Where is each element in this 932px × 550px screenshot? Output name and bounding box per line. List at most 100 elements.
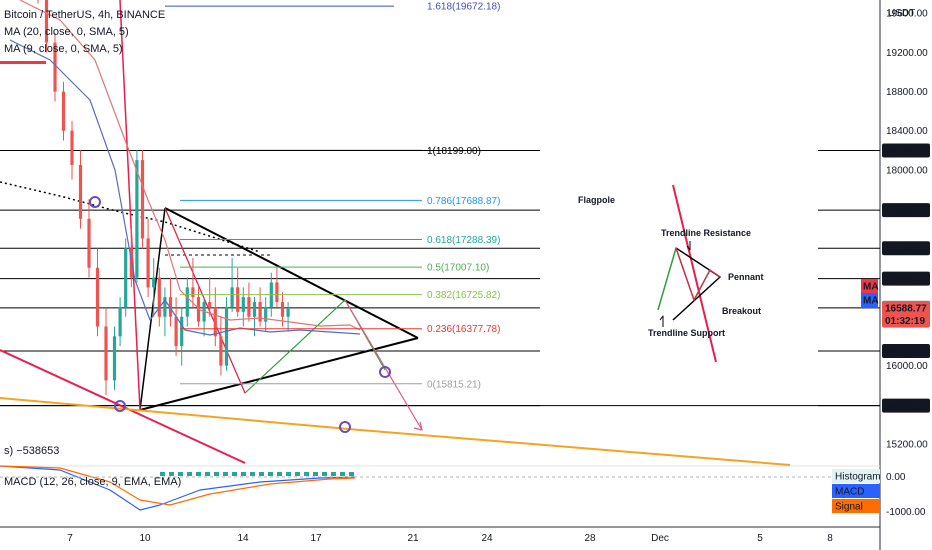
histogram-bar	[349, 472, 354, 476]
macd-legend[interactable]: MACD (12, 26, close, 9, EMA, EMA)	[4, 476, 182, 488]
ma20-line	[19, 0, 361, 331]
price-tick-label: 18000.00	[886, 165, 928, 176]
candle-body	[191, 287, 195, 298]
candle-body	[286, 308, 290, 317]
macd-legend-box	[832, 484, 880, 498]
candle-body	[258, 302, 262, 322]
price-tag-label: 01:32:19	[885, 316, 925, 327]
fib-label: 0.5(17007.10)	[427, 263, 489, 274]
candle-body	[275, 282, 279, 303]
price-tag-box	[882, 313, 930, 328]
time-tick-label: 8	[827, 533, 833, 544]
highlight-circle	[114, 400, 126, 412]
price-tick-label: 19600.00	[886, 9, 928, 20]
candle-body	[208, 302, 212, 307]
time-tick-label: 10	[139, 533, 151, 544]
macd-legend-box	[832, 469, 880, 483]
histogram-bar	[277, 472, 282, 476]
breakout-annotation: Breakout	[722, 306, 761, 316]
price-tag-box	[882, 143, 930, 158]
candle-body	[230, 287, 234, 307]
volume-legend: s) −538653	[4, 445, 60, 457]
fib-label: 1.618(19672.18)	[427, 2, 500, 13]
pennant-upper-trendline	[164, 207, 419, 339]
histogram-bar	[304, 472, 309, 476]
price-tag-box	[882, 203, 930, 218]
candle-body	[95, 267, 100, 327]
histogram-bar	[268, 472, 273, 476]
candle-body	[152, 277, 156, 288]
time-tick-label: 17	[310, 533, 322, 544]
candle-body	[140, 160, 145, 239]
candle-body	[78, 164, 83, 219]
candle-body	[53, 42, 57, 92]
candle-body	[252, 302, 257, 317]
resistance-arrow	[686, 241, 691, 251]
histogram-bar	[232, 472, 237, 476]
time-tick-label: 28	[584, 533, 596, 544]
histogram-bar	[214, 472, 219, 476]
price-axis-unit: USDT	[888, 8, 915, 19]
fib-label: 0.382(16725.82)	[427, 290, 500, 301]
macd-legend-box	[832, 499, 880, 513]
candle-body	[146, 238, 150, 288]
projection-arrowhead	[413, 421, 423, 431]
price-tag-label: 15591.97	[885, 401, 927, 412]
histogram-bar	[331, 472, 336, 476]
flagpole-line	[139, 207, 166, 411]
histogram-bar	[160, 472, 165, 476]
time-tick-label: 24	[481, 533, 493, 544]
symbol-legend[interactable]: Bitcoin / TetherUS, 4h, BINANCE	[4, 9, 166, 21]
macd-tick-label: 0.00	[886, 472, 906, 483]
fib-label: 0.786(17688.87)	[427, 196, 500, 207]
fib-label: 1(18199.00)	[427, 146, 481, 157]
histogram-bar	[178, 472, 183, 476]
ma20-legend[interactable]: MA (20, close, 0, SMA, 5)	[4, 26, 129, 38]
diagram-flagpole	[672, 184, 717, 363]
highlight-circle	[379, 366, 391, 378]
price-tick-label: 19200.00	[886, 48, 928, 59]
time-tick-label: 7	[67, 533, 73, 544]
resistance-annotation: Trendline Resistance	[661, 228, 751, 238]
histogram-bar	[187, 472, 192, 476]
price-tag-label: 17589.00	[885, 206, 927, 217]
diagram-red-path	[675, 247, 721, 301]
candle-body	[196, 297, 201, 322]
price-tag-label: 18198.48	[885, 146, 927, 157]
macd-legend-label: MACD	[835, 487, 864, 498]
support-arrow	[659, 315, 664, 327]
candle-body	[280, 302, 285, 317]
fib-label: 0.618(17288.39)	[427, 235, 500, 246]
histogram-bar	[313, 472, 318, 476]
macd-line	[0, 465, 356, 511]
histogram-bar	[295, 472, 300, 476]
candle-body	[241, 297, 245, 312]
orange-support-line	[0, 397, 791, 466]
ma-tag-box	[861, 279, 878, 293]
price-tag-box	[882, 398, 930, 413]
fib-label: 0(15815.21)	[427, 379, 481, 390]
histogram-bar	[322, 472, 327, 476]
macd-legend-label: Histogram	[835, 472, 881, 483]
histogram-bar	[241, 472, 246, 476]
histogram-bar	[169, 472, 174, 476]
candle-body	[247, 297, 251, 317]
red-flag-line	[119, 0, 141, 411]
pennant-annotation: Pennant	[728, 272, 764, 282]
ma-legend-underline	[0, 61, 46, 64]
candle-body	[87, 218, 91, 268]
histogram-bar	[286, 472, 291, 476]
flagpole-annotation: Flagpole	[578, 195, 615, 205]
candle-body	[168, 297, 173, 317]
candle-body	[70, 130, 74, 165]
candle-body	[180, 316, 184, 347]
price-tag-label: 16888.74	[885, 274, 927, 285]
ma9-line	[9, 39, 361, 336]
candle-body	[224, 306, 229, 366]
price-tick-label: 15200.00	[886, 440, 928, 451]
ma9-legend[interactable]: MA (9, close, 0, SMA, 5)	[4, 43, 123, 55]
candle-body	[174, 316, 178, 347]
highlight-circle	[89, 196, 101, 208]
